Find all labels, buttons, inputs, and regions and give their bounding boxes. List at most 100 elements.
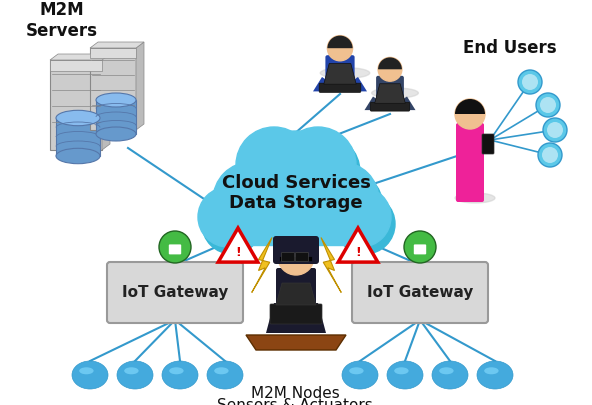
Ellipse shape bbox=[372, 88, 419, 98]
Circle shape bbox=[303, 162, 379, 238]
Ellipse shape bbox=[387, 361, 423, 389]
Bar bbox=[228, 217, 364, 245]
Text: End Users: End Users bbox=[463, 39, 557, 57]
Circle shape bbox=[213, 162, 289, 238]
Ellipse shape bbox=[96, 93, 136, 107]
Text: !: ! bbox=[235, 246, 241, 259]
Polygon shape bbox=[365, 96, 383, 110]
Circle shape bbox=[378, 58, 402, 81]
Polygon shape bbox=[102, 54, 110, 150]
Text: IoT Gateway: IoT Gateway bbox=[367, 285, 473, 300]
Bar bbox=[96, 100, 136, 134]
Polygon shape bbox=[397, 96, 416, 110]
Circle shape bbox=[198, 187, 258, 247]
FancyBboxPatch shape bbox=[282, 252, 294, 262]
Circle shape bbox=[335, 194, 395, 254]
FancyBboxPatch shape bbox=[50, 60, 102, 150]
Ellipse shape bbox=[56, 148, 100, 164]
Ellipse shape bbox=[56, 110, 100, 126]
Ellipse shape bbox=[207, 361, 243, 389]
Polygon shape bbox=[375, 84, 406, 103]
Circle shape bbox=[244, 131, 348, 235]
Ellipse shape bbox=[169, 367, 184, 374]
Text: M2M Nodes: M2M Nodes bbox=[250, 386, 339, 401]
Polygon shape bbox=[324, 64, 356, 84]
Polygon shape bbox=[338, 228, 378, 262]
Circle shape bbox=[284, 134, 360, 210]
FancyBboxPatch shape bbox=[482, 134, 494, 154]
Circle shape bbox=[307, 169, 383, 245]
Bar bbox=[56, 118, 100, 156]
Circle shape bbox=[331, 187, 391, 247]
Ellipse shape bbox=[455, 193, 495, 203]
Text: IoT Gateway: IoT Gateway bbox=[122, 285, 228, 300]
Polygon shape bbox=[347, 77, 367, 92]
Polygon shape bbox=[252, 237, 272, 292]
Ellipse shape bbox=[477, 361, 513, 389]
Polygon shape bbox=[266, 303, 326, 333]
FancyBboxPatch shape bbox=[414, 244, 426, 254]
Ellipse shape bbox=[124, 367, 139, 374]
Text: M2M
Servers: M2M Servers bbox=[26, 1, 98, 40]
FancyBboxPatch shape bbox=[169, 244, 181, 254]
Ellipse shape bbox=[320, 68, 370, 79]
Circle shape bbox=[455, 99, 485, 129]
FancyBboxPatch shape bbox=[276, 268, 316, 308]
Polygon shape bbox=[136, 42, 144, 130]
Circle shape bbox=[547, 122, 563, 138]
FancyBboxPatch shape bbox=[326, 55, 355, 86]
Ellipse shape bbox=[79, 367, 94, 374]
FancyBboxPatch shape bbox=[107, 262, 243, 323]
Ellipse shape bbox=[96, 127, 136, 141]
Ellipse shape bbox=[214, 367, 229, 374]
Polygon shape bbox=[90, 42, 144, 48]
Text: !: ! bbox=[355, 246, 361, 259]
Wedge shape bbox=[327, 36, 353, 48]
Circle shape bbox=[202, 194, 262, 254]
Wedge shape bbox=[378, 58, 402, 69]
Circle shape bbox=[327, 36, 353, 61]
Ellipse shape bbox=[439, 367, 453, 374]
FancyBboxPatch shape bbox=[50, 60, 102, 71]
Circle shape bbox=[543, 118, 567, 142]
Circle shape bbox=[236, 127, 312, 203]
Ellipse shape bbox=[394, 367, 408, 374]
Circle shape bbox=[522, 74, 538, 90]
Ellipse shape bbox=[72, 361, 108, 389]
Circle shape bbox=[518, 70, 542, 94]
Circle shape bbox=[278, 239, 314, 275]
Polygon shape bbox=[321, 237, 341, 292]
Ellipse shape bbox=[162, 361, 198, 389]
FancyBboxPatch shape bbox=[352, 262, 488, 323]
Circle shape bbox=[248, 138, 352, 242]
Circle shape bbox=[536, 93, 560, 117]
Text: Data Storage: Data Storage bbox=[229, 194, 363, 212]
Polygon shape bbox=[246, 335, 346, 350]
FancyBboxPatch shape bbox=[270, 304, 322, 324]
Polygon shape bbox=[313, 77, 333, 92]
Polygon shape bbox=[50, 54, 110, 60]
Polygon shape bbox=[218, 228, 258, 262]
Text: Cloud Services: Cloud Services bbox=[221, 174, 371, 192]
Text: Sensors & Actuators: Sensors & Actuators bbox=[217, 399, 373, 405]
FancyBboxPatch shape bbox=[319, 83, 361, 92]
Ellipse shape bbox=[432, 361, 468, 389]
FancyBboxPatch shape bbox=[456, 123, 484, 165]
Circle shape bbox=[240, 134, 316, 210]
Circle shape bbox=[542, 147, 558, 163]
FancyBboxPatch shape bbox=[273, 236, 319, 264]
Circle shape bbox=[217, 169, 293, 245]
Circle shape bbox=[538, 143, 562, 167]
Circle shape bbox=[540, 97, 556, 113]
Ellipse shape bbox=[349, 367, 363, 374]
Circle shape bbox=[404, 231, 436, 263]
Ellipse shape bbox=[117, 361, 153, 389]
FancyBboxPatch shape bbox=[456, 158, 484, 202]
Ellipse shape bbox=[342, 361, 378, 389]
Circle shape bbox=[280, 127, 356, 203]
Circle shape bbox=[159, 231, 191, 263]
Wedge shape bbox=[455, 99, 485, 114]
Ellipse shape bbox=[484, 367, 498, 374]
FancyBboxPatch shape bbox=[295, 252, 308, 262]
Polygon shape bbox=[276, 283, 316, 305]
